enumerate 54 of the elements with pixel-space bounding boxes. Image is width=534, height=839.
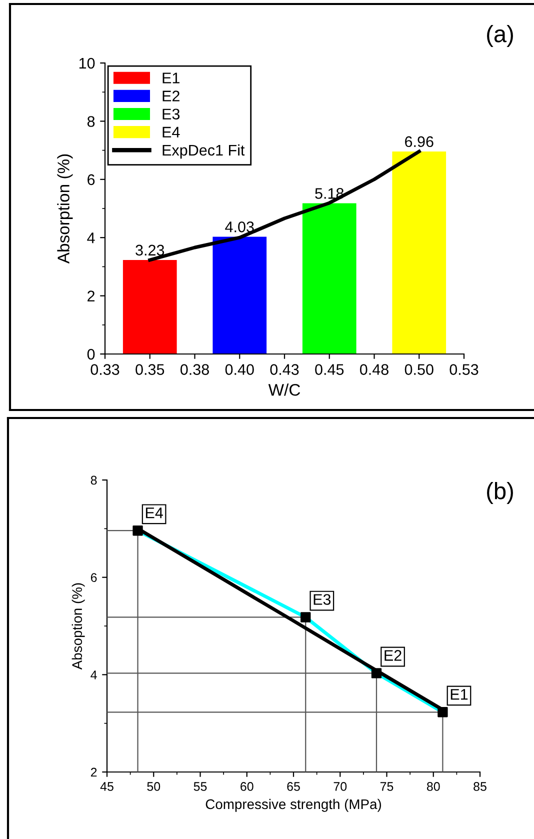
bar (122, 260, 177, 354)
y-tick-label: 2 (90, 768, 97, 777)
point (300, 612, 311, 622)
legend-label: ExpDec1 Fit (162, 144, 245, 159)
x-tick-label: 65 (287, 782, 300, 791)
point (371, 668, 382, 678)
bar (212, 236, 267, 354)
y-tick-label: 6 (90, 573, 97, 582)
point (132, 526, 143, 536)
annotation: E2 (384, 650, 402, 661)
x-tick-label: 0.40 (225, 364, 254, 375)
text: (b) (487, 482, 513, 504)
y-tick-label: 2 (88, 290, 95, 302)
x-axis-title: Compressive strength (MPa) (206, 798, 382, 812)
x-tick-label: 50 (147, 782, 160, 791)
x-tick-label: 55 (194, 782, 207, 791)
data-label: 3.23 (136, 244, 164, 256)
y-axis-title: Absorption (%) (57, 154, 73, 264)
x-tick-label: 75 (380, 782, 394, 791)
x-tick-label: 0.53 (450, 364, 478, 375)
x-tick-label: 0.38 (180, 364, 209, 375)
y-tick-label: 4 (87, 232, 95, 244)
x-tick-label: 0.43 (270, 364, 299, 375)
x-tick-label: 0.45 (315, 364, 344, 375)
y-tick-label: 4 (90, 670, 97, 680)
x-axis-title: W/C (268, 384, 300, 396)
x-tick-label: 0.35 (136, 364, 164, 375)
text: (a) (487, 24, 513, 47)
y-tick-label: 8 (87, 116, 95, 127)
legend-label: E3 (162, 108, 180, 120)
annotation: E1 (450, 689, 468, 700)
data-label: 6.96 (405, 136, 434, 148)
x-tick-label: 0.50 (404, 364, 434, 375)
legend-label: E4 (162, 126, 180, 138)
legend-label: E1 (162, 72, 180, 84)
y-tick-label: 0 (87, 348, 95, 360)
x-tick-label: 0.33 (90, 364, 120, 375)
x-tick-label: 85 (474, 782, 486, 791)
x-tick-label: 80 (426, 782, 440, 791)
legend-label: E2 (162, 90, 180, 102)
x-tick-label: 45 (100, 782, 114, 791)
y-tick-label: 8 (90, 476, 97, 485)
y-tick-label: 6 (88, 174, 95, 186)
x-tick-label: 60 (240, 782, 254, 791)
bar (302, 203, 356, 354)
y-tick-label: 10 (79, 58, 95, 69)
annotation: E3 (314, 594, 331, 605)
y-axis-title: Absoption (%) (72, 583, 85, 670)
annotation: E4 (146, 508, 163, 518)
point (438, 707, 448, 718)
data-label: 4.03 (225, 222, 254, 232)
bar (392, 151, 446, 354)
x-tick-label: 0.48 (360, 364, 388, 375)
x-tick-label: 70 (334, 782, 347, 791)
